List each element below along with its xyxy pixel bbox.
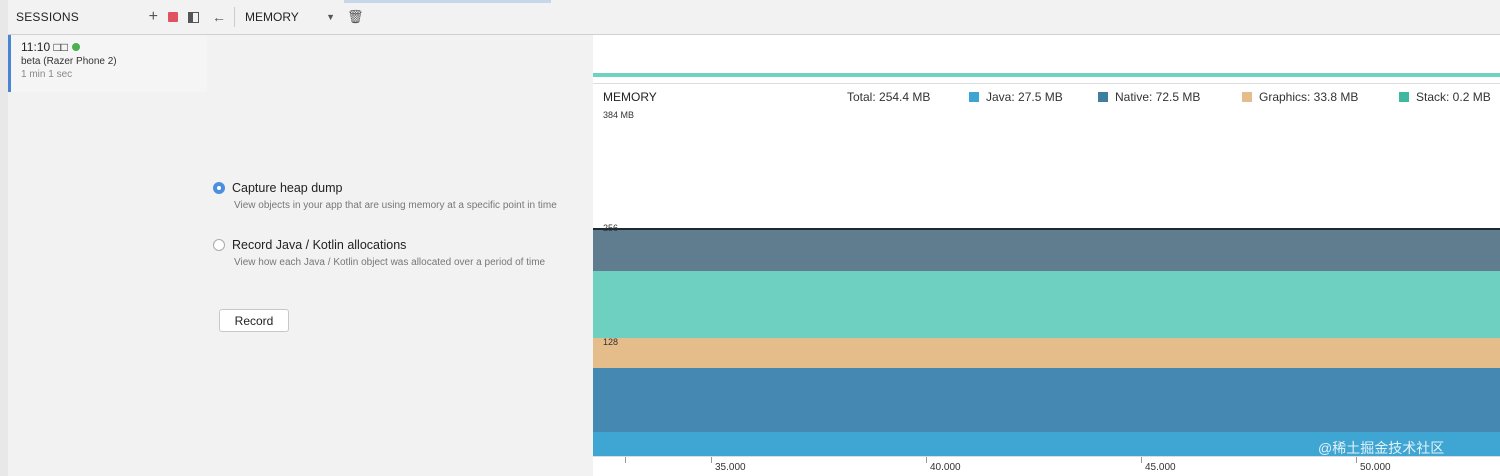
x-tick	[711, 457, 712, 463]
session-list: 11:10 □□ beta (Razer Phone 2) 1 min 1 se…	[8, 35, 208, 476]
profiler-dropdown[interactable]: MEMORY ▼	[245, 10, 335, 24]
trash-icon[interactable]: 🗑	[347, 9, 364, 24]
overview-timeline-bar	[593, 73, 1500, 77]
legend-swatch-stack	[1399, 92, 1409, 102]
radio-record-allocations[interactable]	[213, 239, 225, 251]
memory-graph[interactable]: MEMORY Total: 254.4 MB Java: 27.5 MB Nat…	[593, 35, 1500, 476]
legend-total-label: Total: 254.4 MB	[847, 90, 931, 104]
x-tick-label: 35.000	[715, 462, 746, 473]
option-description: View objects in your app that are using …	[234, 200, 557, 211]
legend-stack-label: Stack: 0.2 MB	[1416, 90, 1491, 104]
option-label: Capture heap dump	[232, 181, 343, 195]
legend-stack: Stack: 0.2 MB	[1399, 90, 1491, 104]
legend-graphics: Graphics: 33.8 MB	[1242, 90, 1358, 104]
x-tick-label: 40.000	[930, 462, 961, 473]
legend-swatch-graphics	[1242, 92, 1252, 102]
legend-native-label: Native: 72.5 MB	[1115, 90, 1201, 104]
legend-java: Java: 27.5 MB	[969, 90, 1063, 104]
add-session-icon[interactable]: +	[148, 8, 158, 25]
status-dot-icon	[71, 43, 80, 51]
x-tick-label: 45.000	[1145, 462, 1176, 473]
option-capture-heap-dump[interactable]: Capture heap dump	[213, 181, 343, 195]
option-record-allocations[interactable]: Record Java / Kotlin allocations	[213, 238, 406, 252]
legend-swatch-native	[1098, 92, 1108, 102]
record-button[interactable]: Record	[219, 309, 289, 332]
x-tick-label: 50.000	[1360, 462, 1391, 473]
radio-heap-dump[interactable]	[213, 182, 225, 194]
back-arrow-icon[interactable]: ←	[212, 9, 226, 25]
legend-swatch-java	[969, 92, 979, 102]
stop-session-icon[interactable]	[168, 12, 178, 22]
option-description: View how each Java / Kotlin object was a…	[234, 257, 546, 268]
legend-java-label: Java: 27.5 MB	[986, 90, 1063, 104]
y-axis-label-128: 128	[603, 337, 619, 347]
sessions-title: SESSIONS	[16, 10, 79, 24]
area-band-other	[593, 230, 1500, 271]
total-memory-line	[593, 228, 1500, 230]
profiler-toolbar: ← MEMORY ▼ 🗑	[207, 0, 1500, 35]
legend-graphics-label: Graphics: 33.8 MB	[1259, 90, 1359, 104]
x-tick	[1141, 457, 1142, 463]
y-axis-label-384: 384 MB	[603, 110, 635, 120]
session-time: 11:10 □□	[21, 40, 68, 54]
legend-native: Native: 72.5 MB	[1098, 90, 1200, 104]
option-label: Record Java / Kotlin allocations	[232, 238, 407, 252]
session-duration: 1 min 1 sec	[21, 69, 73, 80]
toolbar-top-indicator	[344, 0, 551, 3]
time-axis: 35.000 40.000 45.000 50.000	[593, 456, 1500, 476]
area-band-graphics	[593, 338, 1500, 368]
toolbar-separator	[234, 7, 235, 27]
graph-separator	[593, 83, 1500, 84]
y-axis-label-256: 256	[603, 223, 619, 233]
sessions-header: SESSIONS +	[8, 0, 208, 35]
session-device: beta (Razer Phone 2)	[21, 56, 117, 67]
area-band-code	[593, 271, 1500, 338]
area-band-native	[593, 368, 1500, 432]
area-band-java	[593, 432, 1500, 456]
chevron-down-icon: ▼	[326, 12, 335, 22]
watermark: @稀土掘金技术社区	[1318, 440, 1445, 456]
x-tick	[926, 457, 927, 463]
memory-chart-title: MEMORY	[603, 90, 657, 104]
session-item[interactable]: 11:10 □□ beta (Razer Phone 2) 1 min 1 se…	[8, 35, 207, 92]
legend-total: Total: 254.4 MB	[847, 90, 930, 104]
toggle-panel-icon[interactable]	[188, 11, 199, 23]
x-tick	[1356, 457, 1357, 463]
x-tick	[625, 457, 626, 463]
capture-config-panel: Capture heap dump View objects in your a…	[207, 35, 593, 476]
profiler-dropdown-value: MEMORY	[245, 10, 299, 24]
